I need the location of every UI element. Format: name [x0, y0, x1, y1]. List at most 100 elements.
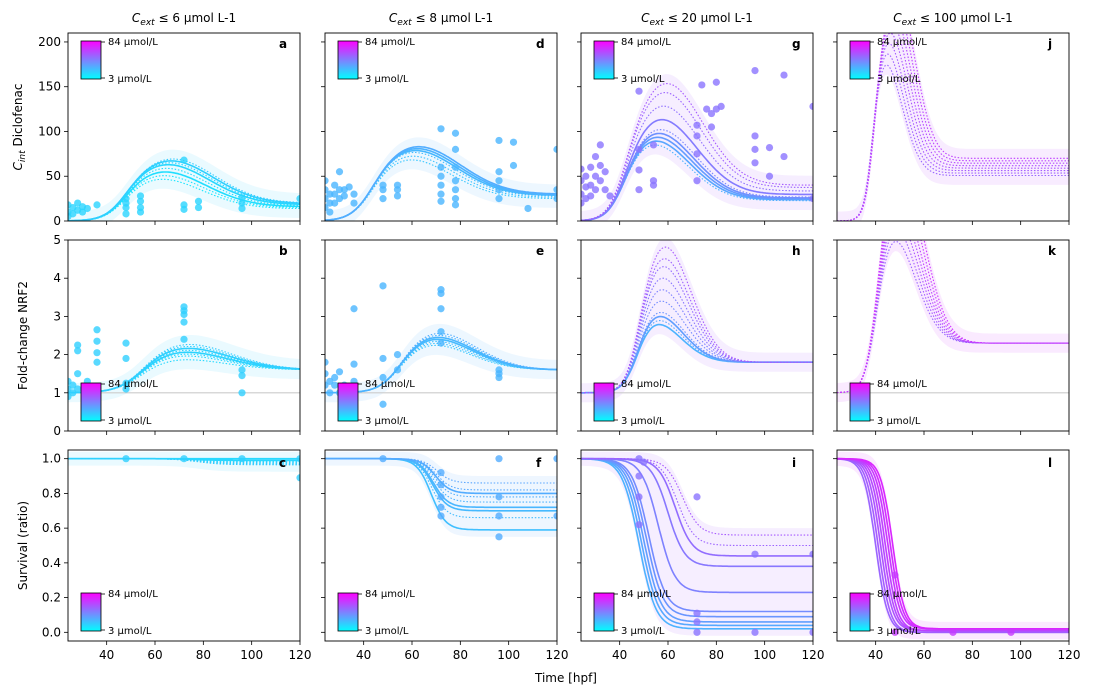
model-curve-dotted	[837, 240, 1069, 394]
data-point	[495, 177, 503, 185]
data-point	[93, 201, 101, 209]
panel-frame	[580, 239, 814, 432]
data-point	[74, 370, 82, 378]
data-point	[379, 186, 387, 194]
data-point	[693, 618, 701, 626]
data-point	[74, 385, 82, 393]
data-point	[335, 368, 344, 376]
data-point	[238, 389, 246, 397]
y-tick-label: 1	[53, 386, 61, 400]
panel-frame	[836, 449, 1070, 642]
x-tick-label: 100	[497, 648, 520, 662]
data-point	[326, 377, 334, 385]
data-point	[393, 192, 402, 200]
y-tick-label: 100	[38, 124, 61, 138]
model-curve-dotted	[837, 240, 1069, 394]
data-point	[393, 351, 402, 359]
data-point	[751, 132, 759, 140]
panel-b: 0 1 2 3 4 5 b 84 µmol/L 3 µmol/L	[53, 233, 301, 438]
colorbar-inset	[593, 382, 615, 422]
data-point	[495, 186, 503, 194]
y-tick-label: 0.0	[42, 625, 61, 639]
colorbar-min-label: 3 µmol/L	[877, 626, 921, 637]
colorbar-max-label: 84 µmol/L	[877, 37, 927, 48]
colorbar-max-label: 84 µmol/L	[108, 589, 158, 600]
data-point	[379, 400, 387, 408]
panel-plot-area	[68, 451, 300, 482]
model-curve-dotted	[837, 33, 1069, 221]
data-point	[553, 512, 557, 520]
data-point	[136, 197, 145, 205]
data-point	[780, 152, 788, 161]
data-point	[180, 335, 188, 343]
column-title: Cext ≤ 6 µmol L-1	[132, 11, 236, 28]
data-point	[751, 550, 759, 558]
x-tick-label: 80	[453, 648, 468, 662]
data-point	[809, 628, 813, 636]
y-tick-label: 0.8	[42, 486, 61, 500]
panel-plot-area	[837, 33, 1069, 221]
data-point	[335, 168, 344, 176]
data-point	[451, 129, 460, 137]
colorbar-min-label: 3 µmol/L	[108, 74, 152, 85]
colorbar-max-label: 84 µmol/L	[621, 589, 671, 600]
model-curve-dotted	[68, 345, 300, 394]
data-point	[765, 143, 774, 152]
model-curve-dotted	[837, 240, 1069, 394]
model-curve	[325, 145, 557, 221]
panel-letter: b	[279, 244, 288, 258]
colorbar-inset	[849, 382, 871, 422]
data-point	[635, 87, 643, 95]
colorbar-max-label: 84 µmol/L	[365, 589, 415, 600]
panel-j: j 84 µmol/L 3 µmol/L	[833, 32, 1070, 225]
model-curve	[68, 347, 300, 394]
model-curve-dotted	[837, 33, 1069, 221]
colorbar-max-label: 84 µmol/L	[621, 37, 671, 48]
panel-plot-area	[581, 240, 813, 403]
data-point	[451, 163, 460, 171]
model-curve-dotted	[837, 42, 1069, 221]
data-point	[180, 310, 188, 319]
data-point	[751, 145, 759, 153]
data-point	[596, 177, 604, 185]
data-point	[635, 521, 643, 529]
x-tick-label: 40	[612, 648, 627, 662]
column-title: Cext ≤ 8 µmol L-1	[389, 11, 493, 28]
colorbar-inset	[849, 40, 871, 80]
data-point	[587, 192, 595, 200]
panel-frame	[67, 32, 301, 222]
data-point	[238, 455, 246, 463]
x-tick-label: 40	[99, 648, 114, 662]
data-point	[591, 172, 600, 180]
data-point	[74, 347, 82, 355]
panel-frame	[324, 449, 558, 642]
data-point	[180, 205, 188, 213]
model-curve-dotted	[581, 144, 813, 221]
colorbar-min-label: 3 µmol/L	[621, 74, 665, 85]
data-point	[122, 379, 130, 387]
colorbar-inset	[80, 382, 102, 422]
data-point	[194, 197, 203, 205]
model-curve-dotted	[581, 246, 813, 394]
data-point	[437, 339, 445, 347]
colorbar-min-label: 3 µmol/L	[365, 626, 409, 637]
uncertainty-band	[325, 323, 557, 403]
data-point	[635, 166, 643, 174]
data-point	[451, 201, 460, 209]
data-point	[495, 136, 503, 145]
data-point	[122, 339, 130, 347]
data-point	[379, 282, 387, 290]
data-point	[437, 481, 445, 489]
data-point	[93, 349, 101, 357]
x-tick-label: 100	[1009, 648, 1032, 662]
panel-a: 0 50 100 150 200 a 84 µmol/L 3 µmol/L	[38, 32, 301, 228]
data-point	[238, 372, 246, 380]
data-point	[780, 71, 788, 79]
colorbar-inset	[80, 40, 102, 80]
data-point	[635, 493, 643, 501]
data-point	[717, 102, 725, 111]
y-tick-label: 4	[53, 271, 61, 285]
uncertainty-band	[837, 33, 1069, 221]
data-point	[180, 455, 188, 463]
x-tick-label: 60	[916, 648, 931, 662]
